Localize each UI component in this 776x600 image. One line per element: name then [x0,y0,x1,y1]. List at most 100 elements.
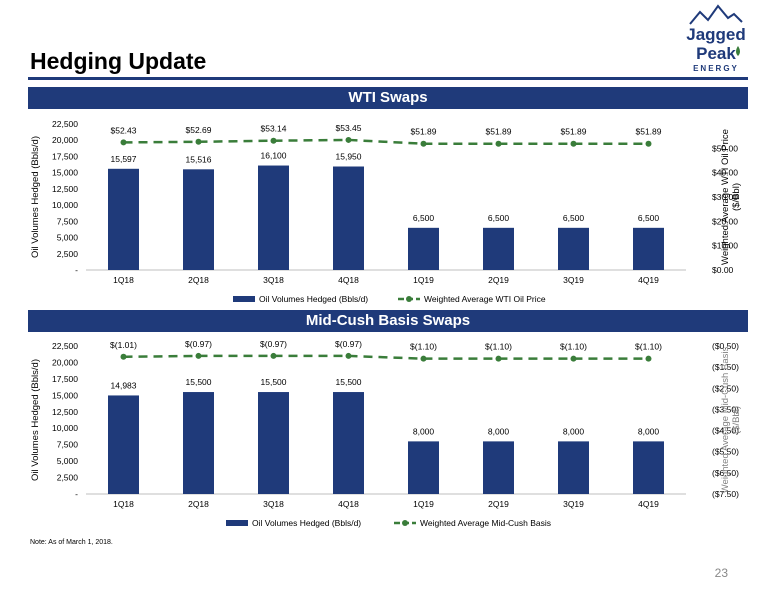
legend-bar-swatch [226,520,248,526]
bar-data-label: 6,500 [488,213,510,223]
line-point [645,355,652,362]
y-tick-label: 17,500 [52,151,78,161]
wti-swaps-chart: - 2,500 5,000 7,500 10,000 12,500 15,000 17,500… [30,119,742,304]
bar-data-label: 8,000 [563,426,585,436]
y-tick-label: 10,000 [52,423,78,433]
x-tick-label: 3Q18 [263,275,284,285]
x-tick-label: 4Q19 [638,275,659,285]
y-tick-label: 7,500 [57,440,79,450]
bar-data-label: 15,500 [186,377,212,387]
y2-tick-label: $50.00 [712,143,738,153]
series-line [123,354,649,360]
y2-tick-label: ($3.50) [712,404,739,414]
line-data-label: $(1.10) [560,342,587,352]
x-tick-label: 1Q19 [413,499,434,509]
line-data-label: $51.89 [561,127,587,137]
footnote: Note: As of March 1, 2018. [30,539,113,546]
bar-data-label: 6,500 [413,213,435,223]
line-point [345,352,352,359]
y2-tick-label: ($5.50) [712,447,739,457]
line-data-label: $51.89 [636,127,662,137]
logo-line1: Jagged [686,25,746,44]
legend-line-label: Weighted Average WTI Oil Price [424,294,546,304]
bar [483,441,514,494]
y-tick-label: - [75,265,78,275]
bar [633,227,664,270]
line-point [195,138,202,145]
line-data-label: $(1.01) [110,340,137,350]
y-tick-label: 12,500 [52,184,78,194]
bar-data-label: 15,500 [261,377,287,387]
bar [408,441,439,494]
bar-data-label: 15,500 [336,377,362,387]
y-tick-label: 12,500 [52,407,78,417]
title-rule [28,77,748,80]
y2-tick-label: ($0.50) [712,341,739,351]
bar [108,395,139,494]
y2-tick-label: $30.00 [712,192,738,202]
bar [333,392,364,494]
line-data-label: $(0.97) [185,339,212,349]
bar-data-label: 15,516 [186,154,212,164]
y2-tick-label: $20.00 [712,216,738,226]
x-tick-label: 2Q18 [188,275,209,285]
x-tick-label: 1Q18 [113,275,134,285]
bar-data-label: 8,000 [638,426,660,436]
series-line [123,138,649,145]
y-tick-label: 15,000 [52,168,78,178]
legend-line-marker [402,520,408,526]
bar [258,165,289,270]
line-data-label: $(0.97) [335,339,362,349]
line-point [570,140,577,147]
bar-data-label: 16,100 [261,151,287,161]
line-data-label: $(0.97) [260,339,287,349]
logo-line2: Peak [696,44,736,63]
line-point [495,355,502,362]
line-point [195,352,202,359]
y2-tick-label: ($7.50) [712,489,739,499]
bar [183,169,214,270]
y-tick-label: 5,000 [57,233,79,243]
y-tick-label: 22,500 [52,341,78,351]
line-data-label: $52.69 [186,125,212,135]
line-data-label: $(1.10) [635,342,662,352]
y2-tick-label: ($1.50) [712,362,739,372]
legend-bar-swatch [233,296,255,302]
bar-data-label: 15,597 [111,154,137,164]
bar [258,392,289,494]
x-tick-label: 4Q18 [338,499,359,509]
y2-axis-title: Weighted Average Mid-Cush Basis [720,347,731,494]
jagged-peak-logo: Jagged Peak ENERGY [686,4,746,73]
y-tick-label: 5,000 [57,456,79,466]
page-number: 23 [714,566,728,580]
line-point [120,353,127,360]
y-tick-label: 17,500 [52,374,78,384]
bar [183,392,214,494]
x-tick-label: 1Q18 [113,499,134,509]
y2-tick-label: $40.00 [712,168,738,178]
line-data-label: $51.89 [486,127,512,137]
y-tick-label: 7,500 [57,216,79,226]
bar [333,166,364,270]
line-data-label: $51.89 [411,127,437,137]
bar-data-label: 15,950 [336,152,362,162]
y-axis-title: Oil Volumes Hedged (Bbls/d) [30,359,41,481]
legend-line-marker [406,296,412,302]
line-point [420,140,427,147]
line-point [420,355,427,362]
bar-data-label: 8,000 [413,426,435,436]
line-point [270,137,277,144]
y-tick-label: 20,000 [52,357,78,367]
x-tick-label: 2Q19 [488,275,509,285]
line-data-label: $53.14 [261,124,287,134]
chart-title-midcush: Mid-Cush Basis Swaps [28,310,748,332]
bar [633,441,664,494]
y-tick-label: 22,500 [52,119,78,129]
line-point [645,140,652,147]
legend-bar-label: Oil Volumes Hedged (Bbls/d) [252,518,361,528]
y-axis-title: Oil Volumes Hedged (Bbls/d) [30,136,41,258]
x-tick-label: 2Q19 [488,499,509,509]
bar-data-label: 14,983 [111,380,137,390]
y2-axis-title: ($/Bbl) [731,183,742,211]
bar [558,441,589,494]
